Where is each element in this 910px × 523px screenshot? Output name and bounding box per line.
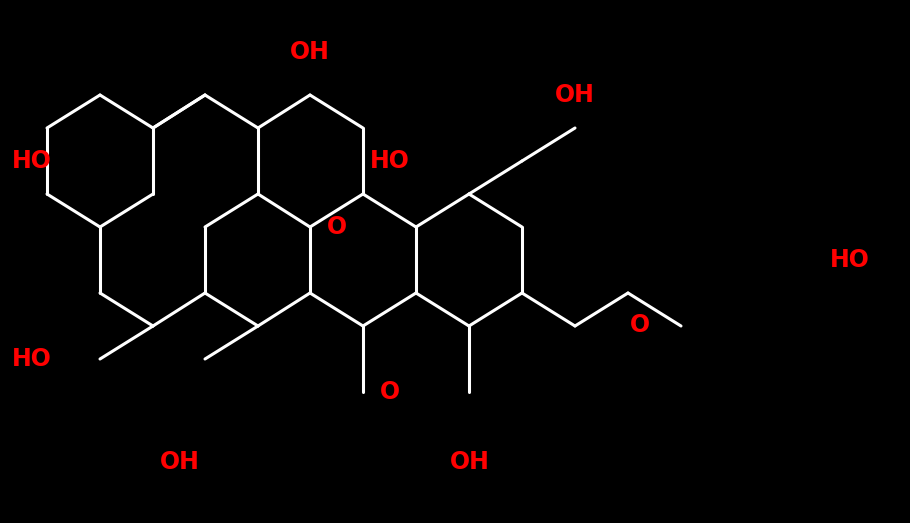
Text: O: O [630, 313, 650, 337]
Text: HO: HO [370, 149, 410, 173]
Text: HO: HO [12, 347, 52, 371]
Text: HO: HO [830, 248, 870, 272]
Text: OH: OH [450, 450, 490, 474]
Text: O: O [380, 380, 400, 404]
Text: OH: OH [555, 83, 595, 107]
Text: OH: OH [290, 40, 330, 64]
Text: HO: HO [12, 149, 52, 173]
Text: O: O [327, 215, 347, 239]
Text: OH: OH [160, 450, 200, 474]
